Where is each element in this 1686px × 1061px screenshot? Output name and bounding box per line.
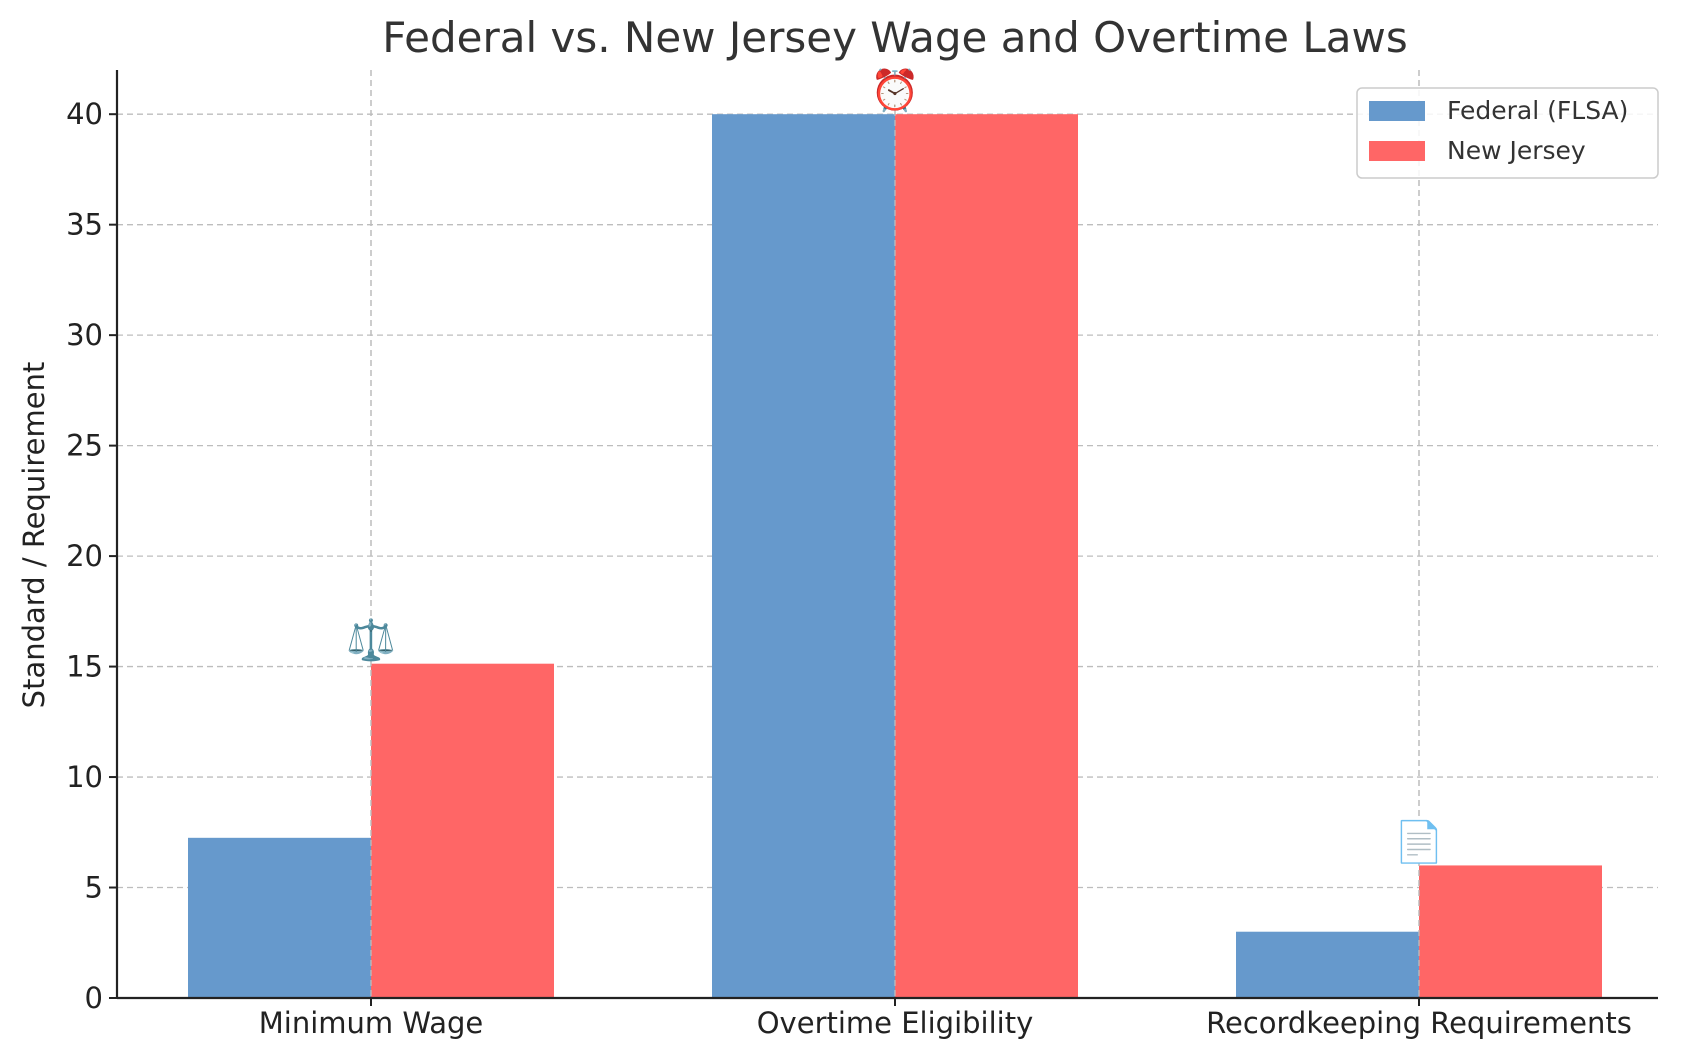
legend: Federal (FLSA) New Jersey <box>1356 87 1659 179</box>
legend-swatch-0 <box>1369 101 1425 121</box>
legend-label-0: Federal (FLSA) <box>1447 96 1628 125</box>
y-tick-label-40: 40 <box>66 97 103 131</box>
y-tick-label-20: 20 <box>66 539 103 573</box>
annotations: ⚖️ ⏰ 📄 <box>346 66 1444 865</box>
bar-new-jersey-1 <box>895 114 1078 998</box>
document-icon: 📄 <box>1394 818 1444 865</box>
bar-federal-flsa-0 <box>188 837 371 998</box>
y-tick-label-35: 35 <box>66 208 103 242</box>
x-tick-label-0: Minimum Wage <box>259 1006 483 1040</box>
legend-swatch-1 <box>1369 141 1425 161</box>
bar-new-jersey-2 <box>1419 865 1602 998</box>
bars <box>188 70 1602 998</box>
y-tick-label-15: 15 <box>66 650 103 684</box>
scales-icon: ⚖️ <box>346 617 396 664</box>
legend-box <box>1356 87 1659 179</box>
y-tick-label-0: 0 <box>85 981 103 1015</box>
bar-new-jersey-0 <box>371 663 554 998</box>
y-axis-label: Standard / Requirement <box>17 362 51 709</box>
y-tick-label-10: 10 <box>66 760 103 794</box>
bar-federal-flsa-2 <box>1236 931 1419 998</box>
y-tick-label-30: 30 <box>66 318 103 352</box>
clock-icon: ⏰ <box>870 66 920 114</box>
bar-federal-flsa-1 <box>712 114 895 998</box>
x-tick-label-2: Recordkeeping Requirements <box>1206 1006 1632 1040</box>
legend-label-1: New Jersey <box>1447 136 1586 165</box>
chart-title: Federal vs. New Jersey Wage and Overtime… <box>382 13 1407 62</box>
y-tick-label-5: 5 <box>85 871 103 905</box>
tick-labels: 0 5 10 15 20 25 30 35 40 Minimum Wage Overtime Eli… <box>66 97 1632 1040</box>
y-tick-label-25: 25 <box>66 429 103 463</box>
x-tick-label-1: Overtime Eligibility <box>757 1006 1034 1040</box>
